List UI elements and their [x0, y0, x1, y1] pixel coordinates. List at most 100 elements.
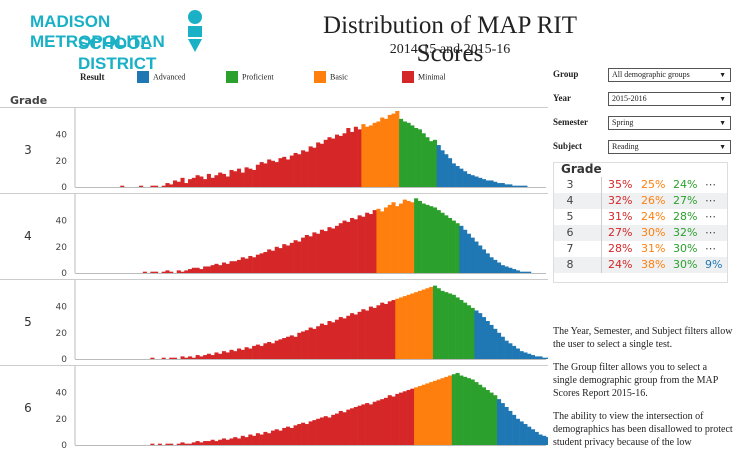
histogram-bar: [319, 323, 324, 359]
histogram-bar: [485, 180, 490, 187]
histogram-bar: [161, 271, 166, 273]
summary-row: 8 24% 38% 30% 9%: [553, 257, 728, 273]
histogram-bar: [308, 236, 313, 273]
histogram-bar: [286, 426, 291, 445]
histogram-bar: [120, 185, 125, 187]
histogram-bar: [286, 336, 291, 359]
y-tick-label: 0: [61, 355, 67, 365]
histogram-bar: [391, 300, 396, 359]
histogram-bar: [383, 397, 389, 445]
histogram-bar: [165, 443, 170, 445]
histogram-bar: [410, 125, 415, 187]
histogram-bar: [176, 181, 181, 187]
histogram-bar: [399, 392, 404, 445]
histogram-bar: [406, 294, 411, 359]
histogram-bar: [429, 206, 434, 273]
histogram-bar: [391, 202, 396, 273]
histogram-bar: [252, 345, 257, 359]
histogram-bar: [297, 332, 302, 359]
histogram-bar: [218, 439, 223, 445]
grade-axis-header: Grade: [10, 94, 48, 107]
histogram-bar: [523, 424, 528, 445]
summary-proficient: 30%: [673, 258, 698, 271]
histogram-bar: [312, 232, 317, 273]
semester-select[interactable]: Spring ▼: [608, 116, 731, 130]
histogram-bar: [278, 339, 283, 359]
histogram-bar: [361, 124, 366, 187]
legend-swatch: [226, 71, 238, 83]
summary-advanced: ⋯: [705, 242, 716, 255]
histogram-bar: [508, 184, 513, 187]
histogram-bar: [512, 269, 517, 273]
histogram-bar: [297, 424, 302, 445]
histogram-bar: [421, 203, 426, 273]
histogram-bar: [327, 321, 332, 359]
group-select[interactable]: All demographic groups ▼: [608, 68, 731, 82]
histogram-bar: [399, 118, 404, 187]
legend-title: Result: [80, 72, 105, 82]
histogram-bar: [451, 294, 456, 359]
histogram-bar: [357, 215, 362, 273]
histogram-bar: [176, 443, 181, 445]
histogram-bar: [444, 376, 449, 445]
histogram-bar: [259, 162, 264, 187]
filter-label: Semester: [553, 117, 588, 127]
histogram-bar: [191, 267, 196, 273]
legend-label: Basic: [330, 72, 348, 82]
histogram-bar: [527, 353, 532, 359]
y-tick-label: 0: [61, 441, 67, 451]
histogram-bar: [527, 426, 532, 445]
histogram-bar: [478, 313, 483, 359]
histogram-bar: [425, 288, 430, 359]
histogram-bar: [172, 180, 178, 187]
histogram-bar: [263, 343, 268, 359]
legend-swatch: [314, 71, 326, 83]
histogram-bar: [312, 147, 317, 187]
histogram-bar: [244, 437, 249, 445]
histogram-bar: [417, 290, 422, 359]
panel-grade-label: 6: [24, 401, 32, 415]
summary-grade: 3: [566, 178, 574, 191]
subject-select[interactable]: Reading ▼: [608, 140, 731, 154]
histogram-bar: [402, 296, 407, 359]
histogram-bar: [504, 266, 509, 273]
histogram-bar: [421, 133, 426, 187]
histogram-bar: [512, 185, 517, 187]
histogram-bar: [289, 335, 294, 359]
summary-advanced: ⋯: [705, 210, 716, 223]
dropdown-arrow-icon: ▼: [719, 71, 726, 79]
histogram-bar: [353, 126, 358, 187]
histogram-bar: [534, 356, 539, 359]
histogram-bar: [150, 443, 155, 445]
histogram-bar: [478, 177, 483, 187]
histogram-bar: [466, 173, 471, 187]
histogram-bar: [214, 175, 219, 187]
histogram-bar: [519, 421, 524, 445]
histogram-bar: [534, 431, 539, 445]
histogram-bar: [237, 348, 242, 359]
histogram-bar: [274, 340, 279, 359]
histogram-bar: [493, 259, 498, 273]
histogram-bar: [395, 393, 400, 445]
histogram-bar: [538, 434, 543, 445]
year-select[interactable]: 2015-2016 ▼: [608, 92, 731, 106]
histogram-bar: [417, 386, 422, 445]
histogram-bar: [470, 175, 475, 187]
histogram-bar: [455, 297, 460, 359]
summary-divider: [601, 225, 602, 241]
histogram-bar: [376, 305, 381, 359]
histogram-bar: [195, 355, 200, 359]
histogram-bar: [497, 183, 502, 187]
histogram-bar: [316, 418, 321, 445]
histogram-bar: [286, 245, 291, 273]
histogram-bar: [331, 228, 336, 273]
histogram-bar: [459, 168, 464, 187]
histogram-bar: [165, 270, 170, 273]
y-tick-label: 20: [56, 415, 68, 425]
histogram-bar: [263, 163, 268, 187]
histogram-bar: [233, 261, 238, 273]
histogram-bar: [376, 400, 381, 445]
histogram-bar: [410, 202, 415, 273]
histogram-bar: [267, 249, 272, 273]
summary-divider: [601, 193, 602, 209]
